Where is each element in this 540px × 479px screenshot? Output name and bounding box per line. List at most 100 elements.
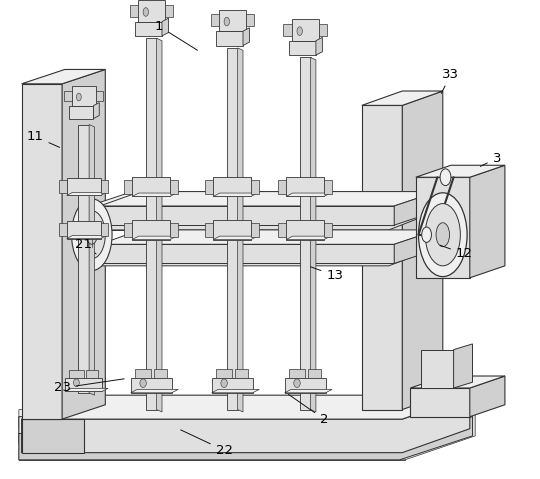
Polygon shape: [219, 10, 246, 31]
Polygon shape: [59, 181, 67, 194]
Polygon shape: [135, 22, 162, 36]
Polygon shape: [289, 369, 305, 378]
Polygon shape: [300, 57, 310, 410]
Polygon shape: [67, 221, 100, 239]
Text: 22: 22: [181, 430, 233, 457]
Text: 33: 33: [441, 68, 460, 93]
Polygon shape: [213, 220, 251, 240]
Polygon shape: [227, 48, 238, 410]
Polygon shape: [89, 204, 432, 218]
Polygon shape: [67, 178, 100, 195]
Polygon shape: [19, 410, 475, 460]
Polygon shape: [410, 388, 470, 417]
Polygon shape: [96, 91, 103, 102]
Polygon shape: [69, 106, 93, 119]
Polygon shape: [22, 395, 470, 419]
Polygon shape: [416, 165, 505, 177]
Polygon shape: [310, 57, 316, 412]
Polygon shape: [470, 376, 505, 417]
Polygon shape: [132, 220, 170, 240]
Polygon shape: [86, 370, 98, 378]
Text: 2: 2: [288, 394, 328, 426]
Text: 13: 13: [310, 267, 343, 282]
Polygon shape: [211, 14, 219, 26]
Polygon shape: [235, 369, 248, 378]
Polygon shape: [19, 393, 472, 433]
Polygon shape: [285, 389, 332, 393]
Polygon shape: [100, 223, 108, 237]
Polygon shape: [410, 376, 505, 388]
Polygon shape: [216, 31, 243, 46]
Polygon shape: [162, 18, 168, 36]
Ellipse shape: [440, 169, 451, 186]
Polygon shape: [89, 192, 432, 206]
Ellipse shape: [297, 27, 302, 35]
Text: 1: 1: [155, 20, 198, 50]
Polygon shape: [205, 180, 213, 194]
Ellipse shape: [72, 199, 112, 271]
Ellipse shape: [224, 17, 230, 26]
Polygon shape: [100, 192, 437, 206]
Polygon shape: [89, 125, 94, 395]
Polygon shape: [170, 180, 178, 194]
Polygon shape: [316, 37, 322, 55]
Polygon shape: [292, 19, 319, 41]
Ellipse shape: [76, 93, 81, 101]
Ellipse shape: [78, 211, 105, 259]
Polygon shape: [132, 193, 177, 196]
Polygon shape: [138, 0, 165, 22]
Polygon shape: [470, 165, 505, 278]
Polygon shape: [212, 389, 259, 393]
Polygon shape: [205, 223, 213, 237]
Ellipse shape: [86, 225, 97, 244]
Polygon shape: [89, 201, 432, 230]
Polygon shape: [130, 5, 138, 17]
Polygon shape: [238, 48, 243, 412]
Polygon shape: [251, 223, 259, 237]
Polygon shape: [69, 370, 84, 378]
Polygon shape: [146, 38, 157, 410]
Polygon shape: [213, 236, 258, 240]
Ellipse shape: [422, 227, 431, 242]
Polygon shape: [19, 410, 475, 436]
Polygon shape: [100, 206, 394, 225]
Polygon shape: [246, 14, 254, 26]
Polygon shape: [278, 180, 286, 194]
Polygon shape: [284, 24, 292, 36]
Polygon shape: [62, 69, 105, 419]
Text: 21: 21: [75, 238, 96, 254]
Polygon shape: [216, 369, 232, 378]
Ellipse shape: [426, 204, 460, 266]
Polygon shape: [19, 436, 405, 460]
Polygon shape: [394, 192, 437, 225]
Text: 23: 23: [53, 379, 124, 395]
Polygon shape: [394, 230, 437, 263]
Polygon shape: [416, 177, 470, 278]
Polygon shape: [71, 86, 96, 106]
Polygon shape: [22, 395, 470, 453]
Polygon shape: [278, 223, 286, 237]
Polygon shape: [93, 103, 99, 119]
Polygon shape: [19, 407, 472, 443]
Polygon shape: [286, 193, 330, 196]
Polygon shape: [289, 41, 316, 55]
Text: 11: 11: [26, 130, 59, 148]
Polygon shape: [135, 369, 151, 378]
Polygon shape: [286, 236, 330, 240]
Ellipse shape: [143, 8, 148, 16]
Polygon shape: [324, 223, 332, 237]
Polygon shape: [19, 393, 475, 429]
Ellipse shape: [418, 193, 467, 277]
Polygon shape: [362, 91, 443, 105]
Ellipse shape: [221, 379, 227, 388]
Polygon shape: [67, 193, 106, 195]
Polygon shape: [124, 180, 132, 194]
Polygon shape: [454, 344, 472, 388]
Polygon shape: [213, 193, 258, 196]
Polygon shape: [308, 369, 321, 378]
Polygon shape: [170, 223, 178, 237]
Polygon shape: [362, 105, 402, 410]
Polygon shape: [212, 378, 253, 393]
Polygon shape: [100, 244, 394, 263]
Polygon shape: [132, 177, 170, 196]
